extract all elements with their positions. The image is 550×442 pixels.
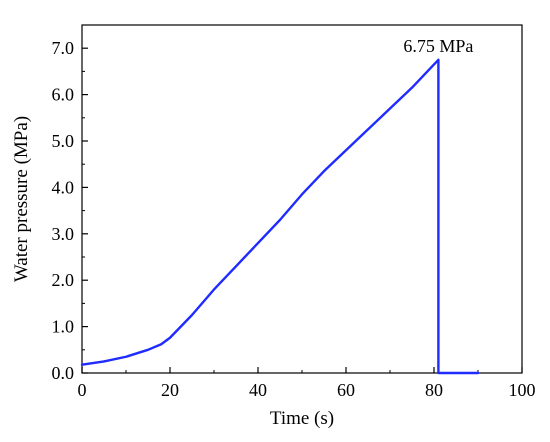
y-tick-label: 6.0	[52, 85, 75, 105]
y-tick-label: 7.0	[52, 38, 75, 58]
x-tick-label: 60	[337, 380, 355, 400]
series-line-0	[80, 58, 480, 375]
series-layer	[80, 58, 480, 375]
y-axis-title: Water pressure (MPa)	[11, 116, 32, 282]
y-tick-label: 1.0	[52, 317, 75, 337]
y-tick-label: 3.0	[52, 224, 75, 244]
x-tick-label: 0	[78, 380, 87, 400]
y-tick-label: 2.0	[52, 270, 75, 290]
x-tick-label: 80	[425, 380, 443, 400]
x-axis-title: Time (s)	[270, 408, 334, 429]
x-tick-label: 40	[249, 380, 267, 400]
x-tick-label: 20	[161, 380, 179, 400]
x-axis-ticks: 0 20 40 60 80 100	[78, 367, 536, 400]
y-tick-label: 5.0	[52, 131, 75, 151]
y-axis-ticks: 0.0 1.0 2.0 3.0 4.0 5.0 6.0 7.0	[52, 24, 88, 383]
peak-annotation: 6.75 MPa	[403, 36, 473, 56]
y-tick-label: 0.0	[52, 363, 75, 383]
plot-frame	[81, 24, 523, 374]
x-tick-label: 100	[509, 380, 536, 400]
y-tick-label: 4.0	[52, 177, 75, 197]
plot-border	[81, 24, 523, 374]
